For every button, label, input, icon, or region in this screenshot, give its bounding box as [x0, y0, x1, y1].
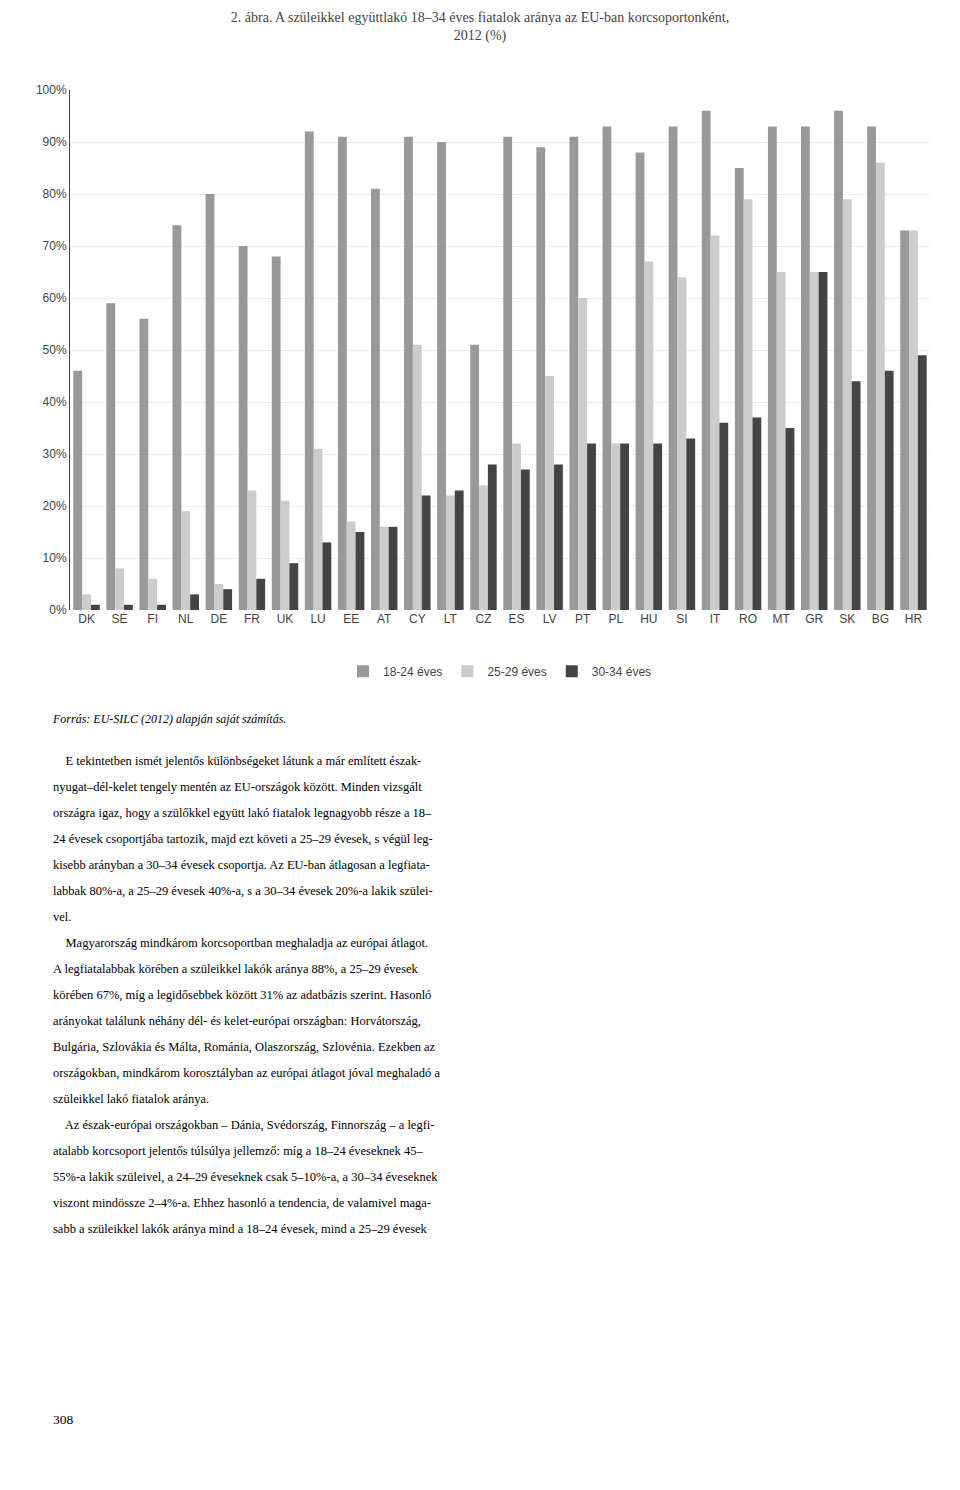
html-text:Az észak-európai országokban –: Az észak-európai országokban – Dánia, Sv… — [53, 1118, 435, 1132]
svg-text:AT: AT — [377, 612, 392, 626]
svg-text:CZ: CZ — [475, 612, 491, 626]
svg-text:100%: 100% — [36, 83, 67, 97]
svg-text:DK: DK — [78, 612, 95, 626]
svg-text:2. ábra. A szüleikkel együttla: 2. ábra. A szüleikkel együttlakó 18–34 é… — [231, 10, 729, 44]
html-text:55%-a lakik szüleivel, a 24–29: 55%-a lakik szüleivel, a 24–29 éveseknek… — [53, 1170, 438, 1184]
svg-text:NL: NL — [178, 612, 194, 626]
svg-text:70%: 70% — [43, 239, 67, 253]
html-text:E tekintetben ismét jelentős k: E tekintetben ismét jelentős különbségek… — [53, 754, 422, 768]
html-text:A legfiatalabbak körében a szü: A legfiatalabbak körében a szüleikkel la… — [53, 962, 418, 976]
svg-text:BG: BG — [872, 612, 889, 626]
svg-text:HU: HU — [640, 612, 657, 626]
html-text:országra igaz, hogy a szülőkke: országra igaz, hogy a szülőkkel együtt l… — [53, 806, 432, 820]
html-text:labbak 80%-a, a 25–29 évesek 4: labbak 80%-a, a 25–29 évesek 40%-a, s a … — [53, 884, 433, 898]
svg-text:SE: SE — [112, 612, 128, 626]
svg-text:LV: LV — [543, 612, 557, 626]
svg-text:GR: GR — [805, 612, 823, 626]
svg-text:HR: HR — [905, 612, 923, 626]
svg-text:SK: SK — [839, 612, 855, 626]
html-text:kisebb arányban a 30–34 évesek: kisebb arányban a 30–34 évesek csoportja… — [53, 858, 430, 872]
svg-text:UK: UK — [277, 612, 294, 626]
svg-text:PL: PL — [608, 612, 623, 626]
svg-text:RO: RO — [739, 612, 757, 626]
html-text:Magyarország mindkárom korcsop: Magyarország mindkárom korcsoportban meg… — [53, 936, 429, 950]
html-text:nyugat–dél-kelet tengely menté: nyugat–dél-kelet tengely mentén az EU-or… — [53, 780, 422, 794]
svg-text:IT: IT — [710, 612, 721, 626]
svg-text:CY: CY — [409, 612, 426, 626]
svg-text:18-24 éves: 18-24 éves — [383, 665, 442, 679]
svg-text:ES: ES — [509, 612, 525, 626]
svg-text:90%: 90% — [43, 135, 67, 149]
html-text:Bulgária, Szlovákia és Málta,: Bulgária, Szlovákia és Málta, Románia, O… — [53, 1040, 436, 1054]
svg-text:EE: EE — [343, 612, 359, 626]
svg-text:MT: MT — [772, 612, 790, 626]
svg-text:FR: FR — [244, 612, 260, 626]
svg-text:LT: LT — [444, 612, 458, 626]
html-text:körében 67%, míg a legidősebbe: körében 67%, míg a legidősebbek között 3… — [53, 988, 432, 1002]
svg-text:25-29 éves: 25-29 éves — [487, 665, 546, 679]
svg-text:FI: FI — [147, 612, 158, 626]
html-text:sabb a szüleikkel lakók aránya: sabb a szüleikkel lakók aránya mind a 18… — [53, 1222, 427, 1236]
svg-text:50%: 50% — [43, 343, 67, 357]
html-text:viszont mindössze 2–4%-a. Ehhe: viszont mindössze 2–4%-a. Ehhez hasonló … — [53, 1196, 431, 1210]
svg-text:30-34 éves: 30-34 éves — [592, 665, 651, 679]
html-text:szüleikkel lakó fiatalok arány: szüleikkel lakó fiatalok aránya. — [53, 1092, 210, 1106]
svg-text:80%: 80% — [43, 187, 67, 201]
svg-text:PT: PT — [575, 612, 591, 626]
svg-text:DE: DE — [211, 612, 228, 626]
html-text:atalabb korcsoport jelentős tú: atalabb korcsoport jelentős túlsúlya jel… — [53, 1144, 423, 1158]
svg-text:10%: 10% — [43, 551, 67, 565]
html-text:Forrás: EU-SILC (2012) alapján: Forrás: EU-SILC (2012) alapján saját szá… — [53, 712, 287, 726]
svg-text:SI: SI — [676, 612, 687, 626]
svg-text:20%: 20% — [43, 499, 67, 513]
html-text:24 évesek csoportjába tartozik: 24 évesek csoportjába tartozik, majd ezt… — [53, 832, 433, 846]
svg-text:0%: 0% — [49, 603, 67, 617]
svg-text:30%: 30% — [43, 447, 67, 461]
html-text:308: 308 — [53, 1412, 74, 1427]
svg-text:60%: 60% — [43, 291, 67, 305]
html-text:vel.: vel. — [53, 910, 72, 924]
svg-text:LU: LU — [310, 612, 325, 626]
html-text:országokban, mindkárom koroszt: országokban, mindkárom korosztályban az … — [53, 1066, 440, 1080]
html-text:arányokat találunk néhány dél-: arányokat találunk néhány dél- és kelet-… — [53, 1014, 421, 1028]
svg-text:40%: 40% — [43, 395, 67, 409]
